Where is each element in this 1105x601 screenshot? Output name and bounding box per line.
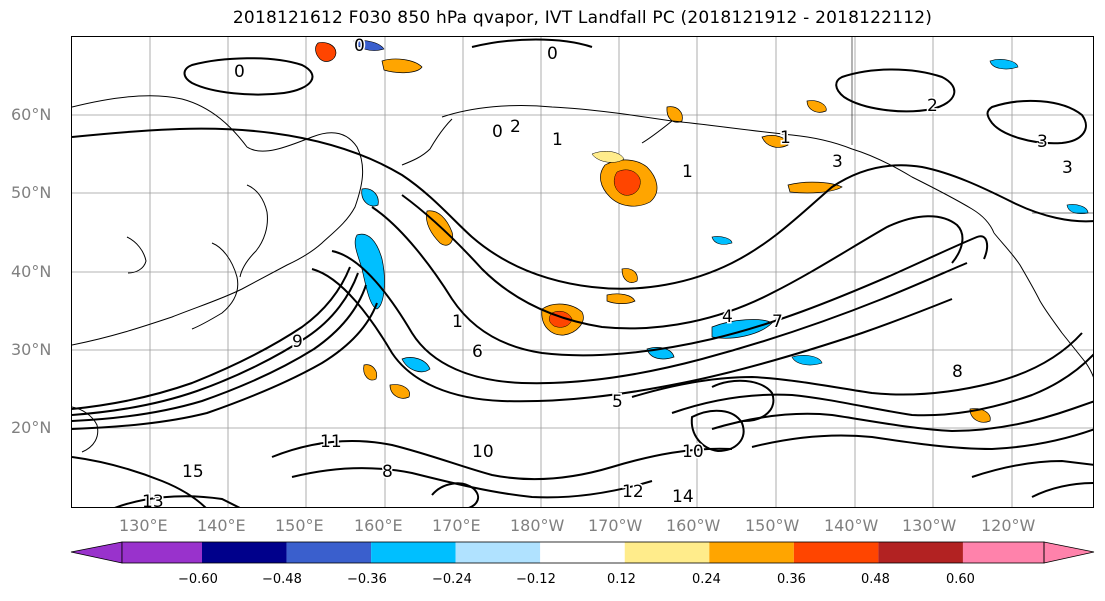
contour-label: 10: [472, 442, 494, 462]
colorbar-tick-label: 0.48: [861, 572, 890, 587]
lon-label: 140°W: [824, 516, 879, 535]
contour-label: 0: [354, 37, 365, 56]
colorbar-segment: [540, 542, 625, 563]
contour-label: 3: [1062, 158, 1073, 178]
contour-label: 2: [927, 96, 938, 116]
lon-label: 180°W: [510, 516, 565, 535]
lon-label: 160°E: [354, 516, 403, 535]
colorbar-segment: [371, 542, 456, 563]
contour-label: 1: [452, 312, 463, 332]
colorbar-tick-label: −0.12: [516, 572, 556, 587]
lon-label: 150°W: [745, 516, 800, 535]
colorbar-tick-label: 0.12: [607, 572, 636, 587]
colorbar-segment: [286, 542, 372, 563]
contour-label: 4: [722, 307, 733, 327]
contour-label: 5: [612, 392, 623, 412]
contour-label: 1: [780, 128, 791, 148]
colorbar-segment: [793, 542, 879, 563]
contour-label: 0: [234, 62, 245, 82]
lat-label: 40°N: [11, 262, 52, 281]
contour-label: 15: [182, 462, 204, 482]
ivt-contours: [72, 38, 1093, 507]
colorbar-extend-high: [1043, 541, 1095, 564]
contour-label: 9: [292, 332, 303, 352]
lat-label: 30°N: [11, 340, 52, 359]
contour-label: 10: [682, 442, 704, 462]
lat-label: 20°N: [11, 418, 52, 437]
colorbar: [70, 541, 1095, 564]
colorbar-tick-label: −0.60: [178, 572, 218, 587]
colorbar-tick-label: −0.48: [262, 572, 302, 587]
contour-label: 8: [382, 462, 393, 482]
contour-label: 6: [472, 342, 483, 362]
lon-label: 140°E: [197, 516, 246, 535]
lon-label: 170°W: [588, 516, 643, 535]
qvapor-anomaly-fills: [315, 40, 1089, 423]
lon-label: 160°W: [666, 516, 721, 535]
lat-label: 60°N: [11, 105, 52, 124]
lon-label: 170°E: [432, 516, 481, 535]
lon-label: 120°W: [981, 516, 1036, 535]
contour-label: 12: [622, 482, 644, 502]
positive-anomaly-patch: [541, 303, 584, 336]
contour-label: 13: [142, 492, 164, 508]
contour-label: 0: [547, 44, 558, 64]
lat-label: 50°N: [11, 183, 52, 202]
contour-label: 0: [492, 122, 503, 142]
colorbar-segment: [709, 542, 794, 563]
colorbar-tick-label: 0.36: [777, 572, 806, 587]
colorbar-segment: [455, 542, 541, 563]
positive-anomaly-patch: [600, 159, 658, 207]
colorbar-segment: [962, 542, 1044, 563]
contour-label: 3: [1037, 132, 1048, 152]
coastlines: [72, 37, 1093, 453]
contour-label: 3: [832, 152, 843, 172]
contour-label: 11: [320, 432, 342, 452]
colorbar-outline: [121, 541, 1045, 564]
colorbar-extend-low: [70, 541, 123, 564]
map-panel: 0 0 0 0 1 1 1 1 2 2 3 3 3 4 5 6 7 8 8 9 10 10 11 12 13 14 15: [71, 36, 1094, 508]
colorbar-segment: [624, 542, 710, 563]
lon-label: 150°E: [275, 516, 324, 535]
colorbar-tick-label: 0.60: [946, 572, 975, 587]
lon-label: 130°W: [902, 516, 957, 535]
colorbar-tick-label: −0.36: [347, 572, 387, 587]
map-title: 2018121612 F030 850 hPa qvapor, IVT Land…: [232, 8, 933, 28]
contour-label: 1: [682, 162, 693, 182]
colorbar-segment: [122, 542, 202, 563]
lon-label: 130°E: [119, 516, 168, 535]
contour-label: 2: [510, 117, 521, 137]
colorbar-tick-label: −0.24: [432, 572, 472, 587]
colorbar-tick-label: 0.24: [692, 572, 721, 587]
colorbar-segment: [878, 542, 963, 563]
colorbar-segment: [202, 542, 287, 563]
contour-label: 8: [952, 362, 963, 382]
graticule: [72, 37, 1093, 507]
negative-anomaly-patch: [353, 40, 1089, 373]
contour-label: 7: [772, 312, 783, 332]
contour-label: 14: [672, 487, 694, 507]
contour-label: 1: [552, 130, 563, 150]
